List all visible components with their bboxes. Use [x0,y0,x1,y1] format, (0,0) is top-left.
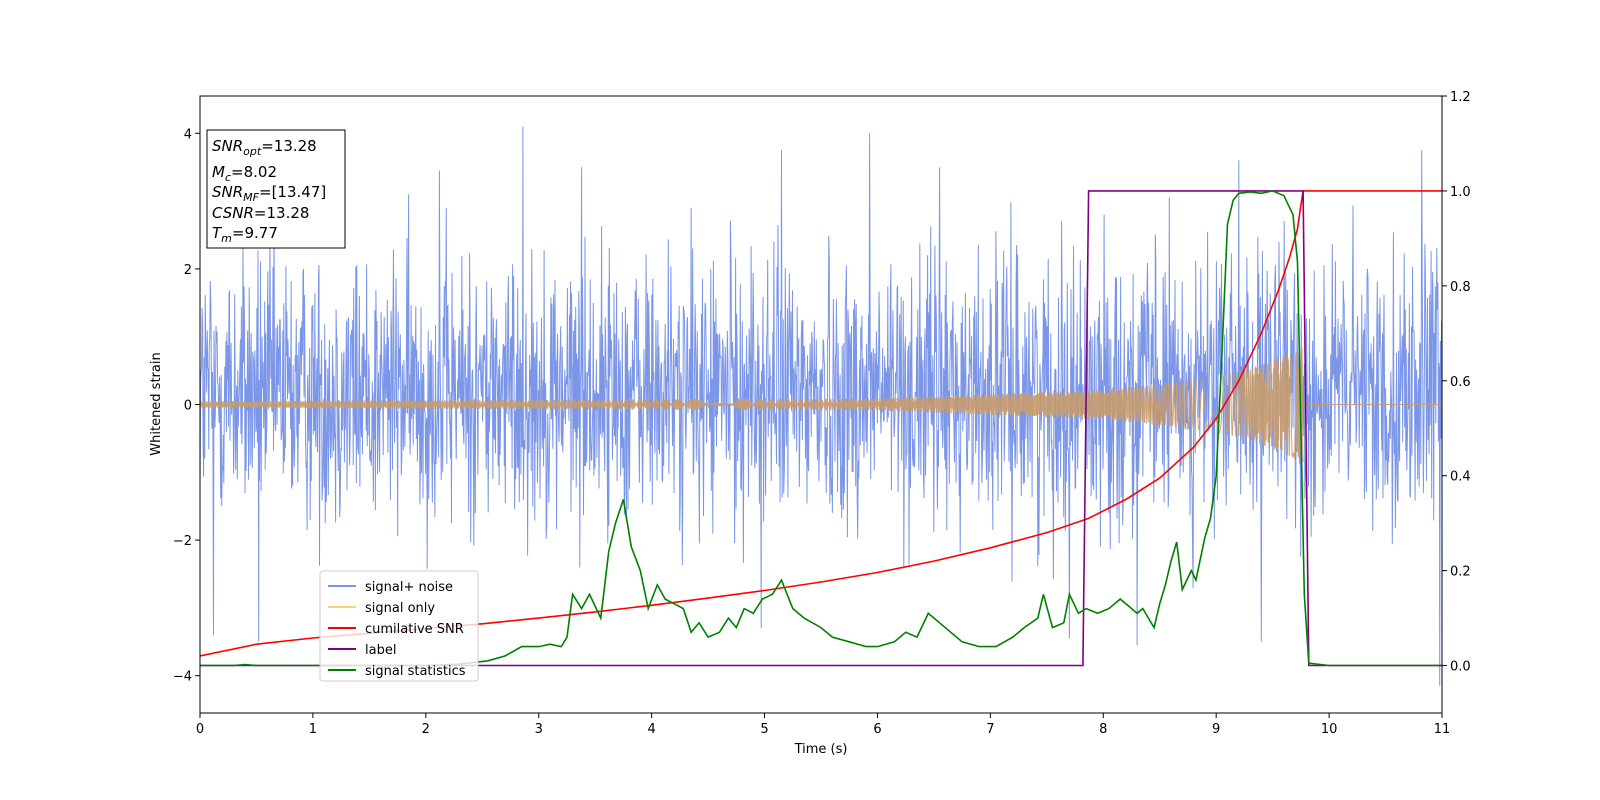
y-right-tick-label: 0.0 [1450,660,1471,675]
y-left-tick-label: 4 [184,127,192,142]
info-mc-value: =8.02 [231,163,277,181]
x-tick-label: 8 [1099,722,1107,737]
x-tick-label: 2 [422,722,430,737]
info-box: SNRopt=13.28 Mc=8.02 SNRMF=[13.47] CSNR=… [206,129,346,249]
info-tm-value: =9.77 [232,224,278,242]
x-tick-label: 5 [760,722,768,737]
x-tick-label: 9 [1212,722,1220,737]
x-tick-label: 6 [873,722,881,737]
x-tick-label: 7 [986,722,994,737]
info-tm-symbol: T [212,224,223,242]
x-tick-label: 11 [1434,722,1451,737]
y-right-tick-label: 0.4 [1450,470,1471,485]
legend-label: signal statistics [365,664,466,679]
y-right-tick-label: 1.0 [1450,185,1471,200]
info-snr-opt-subscript: opt [243,145,262,158]
x-tick-label: 0 [196,722,204,737]
info-snr-opt-symbol: SNR [212,137,243,155]
legend-label: signal only [365,601,435,616]
info-tm: Tm=9.77 [212,224,278,245]
y-axis-label: Whitened strain [149,352,164,455]
series-signal-statistics-line [200,190,1442,667]
y-right-tick-label: 1.2 [1450,90,1471,105]
axes: 0 1 2 3 4 5 6 7 8 9 10 11 4 2 0 −2 −4 1.2 1.0 0.8 0.6 0.4 0.2 0… [173,90,1471,737]
info-snr-mf-subscript: MF [243,191,259,204]
y-right-tick-label: 0.2 [1450,565,1471,580]
legend-label: label [365,643,396,658]
legend-frame [319,570,479,682]
info-mc-subscript: c [225,171,231,184]
info-snr-mf-symbol: SNR [212,183,243,201]
info-csnr-value: =13.28 [254,204,310,222]
info-csnr: CSNR=13.28 [212,204,309,222]
info-snr-opt: SNRopt=13.28 [212,137,317,158]
x-tick-label: 1 [309,722,317,737]
series-signal-only-line [200,347,1442,463]
info-snr-mf: SNRMF=[13.47] [212,183,326,204]
y-left-tick-label: 2 [184,263,192,278]
info-snr-mf-value: =[13.47] [259,183,326,201]
info-tm-subscript: m [221,232,232,245]
x-axis-label: Time (s) [794,742,848,757]
info-mc: Mc=8.02 [212,163,277,184]
y-left-tick-label: 0 [184,399,192,414]
legend-label: cumilative SNR [365,622,464,637]
legend-label: signal+ noise [365,580,453,595]
info-csnr-symbol: CSNR [212,204,254,222]
info-mc-symbol: M [212,163,225,181]
info-box-frame [206,129,346,249]
x-tick-label: 3 [535,722,543,737]
x-tick-label: 10 [1321,722,1338,737]
y-right-tick-label: 0.6 [1450,375,1471,390]
y-right-tick-label: 0.8 [1450,280,1471,295]
y-left-tick-label: −4 [173,670,192,685]
y-left-tick-label: −2 [173,534,192,549]
info-snr-opt-value: =13.28 [261,137,317,155]
x-tick-label: 4 [647,722,655,737]
legend: signal+ noise signal only cumilative SNR la… [319,570,479,682]
